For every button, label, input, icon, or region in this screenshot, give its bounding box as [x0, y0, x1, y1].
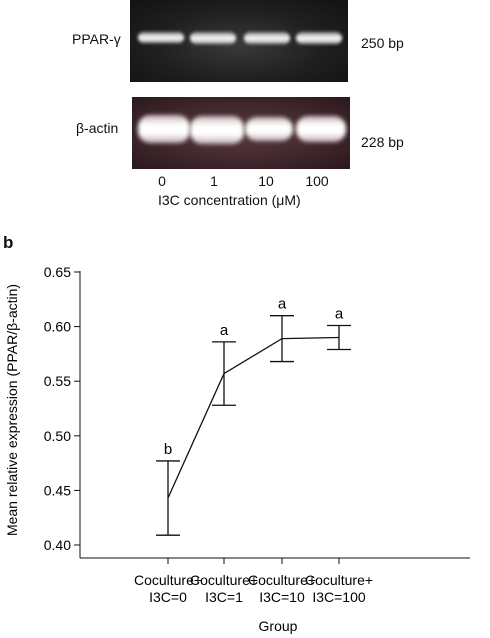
y-tick-label: 0.65	[44, 264, 71, 280]
beta-actin-gel-image	[132, 97, 350, 169]
x-tick-label: Coculture+	[190, 572, 258, 588]
actin-band-lane-4	[296, 116, 346, 142]
x-tick-label: Coculture+	[248, 572, 316, 588]
ppar-band-lane-2	[190, 32, 236, 44]
concentration-axis-label: I3C concentration (μM)	[158, 192, 301, 208]
ppar-band-lane-3	[244, 32, 290, 44]
y-tick-label: 0.50	[44, 428, 71, 444]
x-tick-label: I3C=1	[205, 589, 243, 605]
x-tick-label: I3C=0	[149, 589, 187, 605]
ppar-gel-image	[130, 0, 348, 82]
significance-label: b	[164, 441, 172, 458]
beta-actin-label: β-actin	[76, 120, 119, 136]
y-tick-label: 0.60	[44, 319, 71, 335]
significance-label: a	[220, 322, 229, 339]
x-tick-label: Coculture+	[134, 572, 202, 588]
x-tick-label: Coculture+	[305, 572, 373, 588]
actin-size-label: 228 bp	[361, 134, 404, 150]
lane-label: 100	[305, 173, 329, 189]
lane-label: 10	[258, 173, 274, 189]
lane-label: 0	[158, 173, 166, 189]
x-axis-label: Group	[259, 618, 298, 634]
significance-label: a	[335, 306, 344, 323]
panel-b-letter: b	[3, 233, 14, 252]
y-tick-label: 0.55	[44, 373, 71, 389]
significance-label: a	[278, 296, 287, 313]
x-tick-label: I3C=100	[312, 589, 366, 605]
actin-band-lane-3	[245, 117, 293, 141]
y-tick-label: 0.40	[44, 537, 71, 553]
x-tick-label: I3C=10	[259, 589, 305, 605]
ppar-band-lane-1	[138, 32, 184, 43]
ppar-gamma-label: PPAR-γ	[72, 31, 121, 47]
ppar-size-label: 250 bp	[361, 35, 404, 51]
ppar-band-lane-4	[296, 32, 342, 44]
y-axis-label: Mean relative expression (PPAR/β-actin)	[4, 284, 20, 536]
y-tick-label: 0.45	[44, 482, 71, 498]
actin-band-lane-1	[138, 115, 190, 143]
series-line	[167, 336, 340, 499]
actin-band-lane-2	[190, 116, 244, 144]
lane-label: 1	[210, 173, 218, 189]
